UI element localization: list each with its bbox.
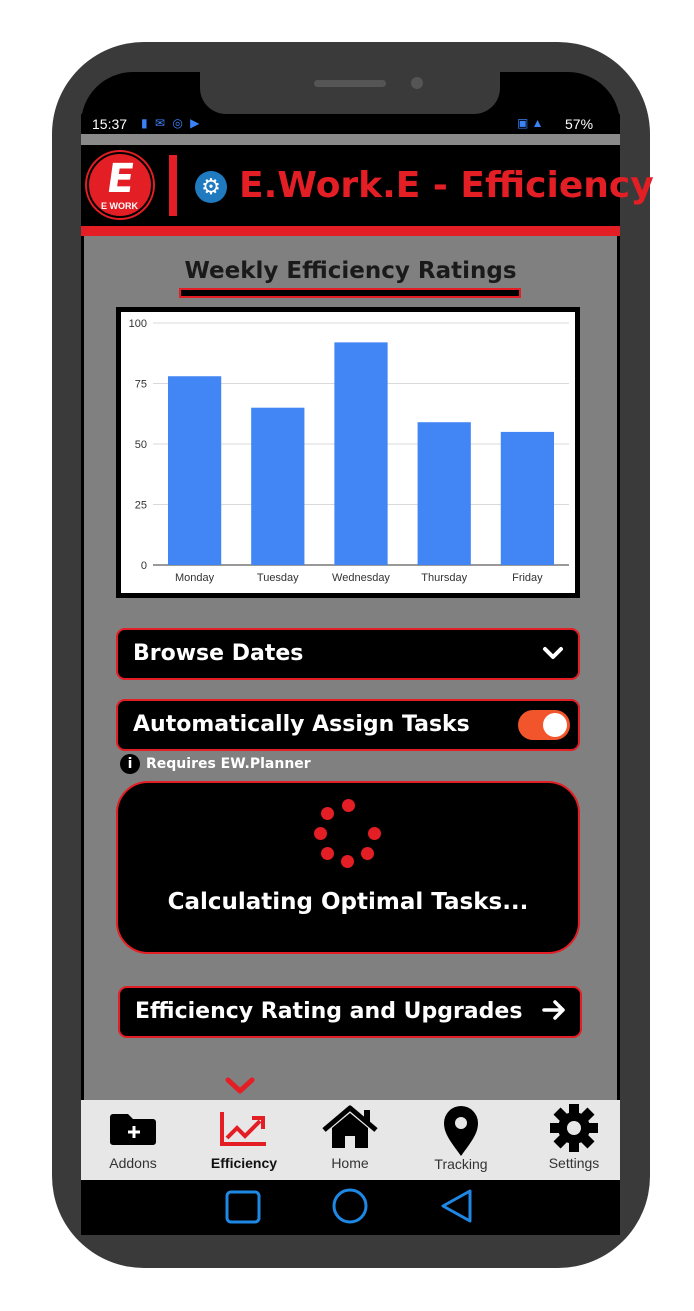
upgrades-label: Efficiency Rating and Upgrades <box>135 999 523 1024</box>
nav-item-home[interactable]: Home <box>300 1100 400 1180</box>
chart-title: Weekly Efficiency Ratings <box>184 258 517 284</box>
chart-bar <box>334 342 388 565</box>
app-header: E E WORK ⚙ E.Work.E - Efficiency <box>81 145 654 226</box>
calculating-text: Calculating Optimal Tasks... <box>167 889 529 915</box>
y-tick-label: 50 <box>135 439 147 451</box>
nav-label-settings: Settings <box>548 1155 600 1171</box>
status-time: 15:37 <box>92 116 128 132</box>
battery-level: 57% <box>565 116 594 132</box>
status-divider <box>81 134 620 145</box>
folder-plus-icon <box>83 1104 183 1152</box>
info-icon: i <box>120 754 140 774</box>
nav-item-settings[interactable]: Settings <box>524 1100 624 1180</box>
chart-bar <box>167 376 222 565</box>
speaker <box>314 80 386 87</box>
requires-text: Requires EW.Planner <box>146 756 311 772</box>
browse-dates-dropdown[interactable]: Browse Dates <box>116 628 580 680</box>
auto-assign-label: Automatically Assign Tasks <box>133 712 470 737</box>
efficiency-upgrades-button[interactable]: Efficiency Rating and Upgrades <box>118 986 582 1038</box>
active-tab-indicator-icon <box>225 1074 255 1102</box>
nav-label-efficiency: Efficiency <box>210 1155 278 1171</box>
home-icon <box>300 1104 400 1152</box>
y-tick-label: 0 <box>141 560 147 572</box>
bottom-navigation: Addons Efficiency Home Tra <box>81 1100 620 1180</box>
gear-icon[interactable]: ⚙ <box>195 171 227 203</box>
recents-button-icon[interactable] <box>225 1190 261 1224</box>
nav-item-efficiency[interactable]: Efficiency <box>194 1100 294 1180</box>
status-bar: 15:37 ▮ ✉ ◎ ▶ ▣ ▲ 57% <box>81 114 620 134</box>
camera <box>411 77 423 89</box>
map-pin-icon <box>411 1104 511 1156</box>
y-tick-label: 25 <box>135 500 147 512</box>
logo-text: E WORK <box>101 201 138 211</box>
efficiency-bar-chart: 0 25 50 75 100 Monday Tuesday Wednesday Thursday… <box>129 318 569 584</box>
toggle-knob <box>543 713 567 737</box>
chart-area: 0 25 50 75 100 Monday Tuesday Wednesday Thursday… <box>121 312 575 593</box>
page-title: E.Work.E - Efficiency <box>239 165 654 206</box>
chart-frame: 0 25 50 75 100 Monday Tuesday Wednesday Thursday… <box>116 307 580 598</box>
logo-letter: E <box>103 156 138 202</box>
auto-assign-toggle[interactable] <box>518 710 570 740</box>
nav-label-tracking: Tracking <box>434 1156 488 1172</box>
x-tick-label: Wednesday <box>332 572 390 584</box>
system-status-icons: ▣ ▲ <box>517 116 544 130</box>
settings-gear-icon <box>524 1104 624 1152</box>
nav-label-home: Home <box>331 1155 369 1171</box>
nav-item-addons[interactable]: Addons <box>83 1100 183 1180</box>
home-button-icon[interactable] <box>332 1188 368 1224</box>
title-underline <box>179 288 521 298</box>
arrow-right-icon <box>540 996 568 1031</box>
calculating-panel: Calculating Optimal Tasks... <box>116 781 580 954</box>
browse-dates-label: Browse Dates <box>133 641 304 666</box>
y-tick-label: 75 <box>135 379 147 391</box>
notch <box>200 72 500 114</box>
trending-up-icon <box>194 1104 294 1152</box>
auto-assign-tasks-row: Automatically Assign Tasks <box>116 699 580 751</box>
nav-label-addons: Addons <box>109 1155 157 1171</box>
nav-item-tracking[interactable]: Tracking <box>411 1100 511 1180</box>
chevron-down-icon[interactable] <box>542 642 564 669</box>
chart-bar <box>251 407 305 565</box>
x-tick-label: Tuesday <box>257 572 299 584</box>
chart-bar <box>417 422 471 565</box>
x-tick-label: Friday <box>512 572 543 584</box>
chart-bar <box>500 431 555 565</box>
header-separator <box>169 155 177 216</box>
system-navigation-bar <box>81 1180 620 1235</box>
x-tick-label: Monday <box>175 572 215 584</box>
main-content: Weekly Efficiency Ratings 0 25 50 75 100 Mond… <box>84 236 617 1100</box>
y-tick-label: 100 <box>129 318 147 330</box>
ework-logo[interactable]: E E WORK <box>87 152 153 218</box>
notification-icons: ▮ ✉ ◎ ▶ <box>141 116 202 130</box>
header-accent-line <box>81 226 620 236</box>
x-tick-label: Thursday <box>421 572 467 584</box>
requires-note: i Requires EW.Planner <box>120 754 311 776</box>
